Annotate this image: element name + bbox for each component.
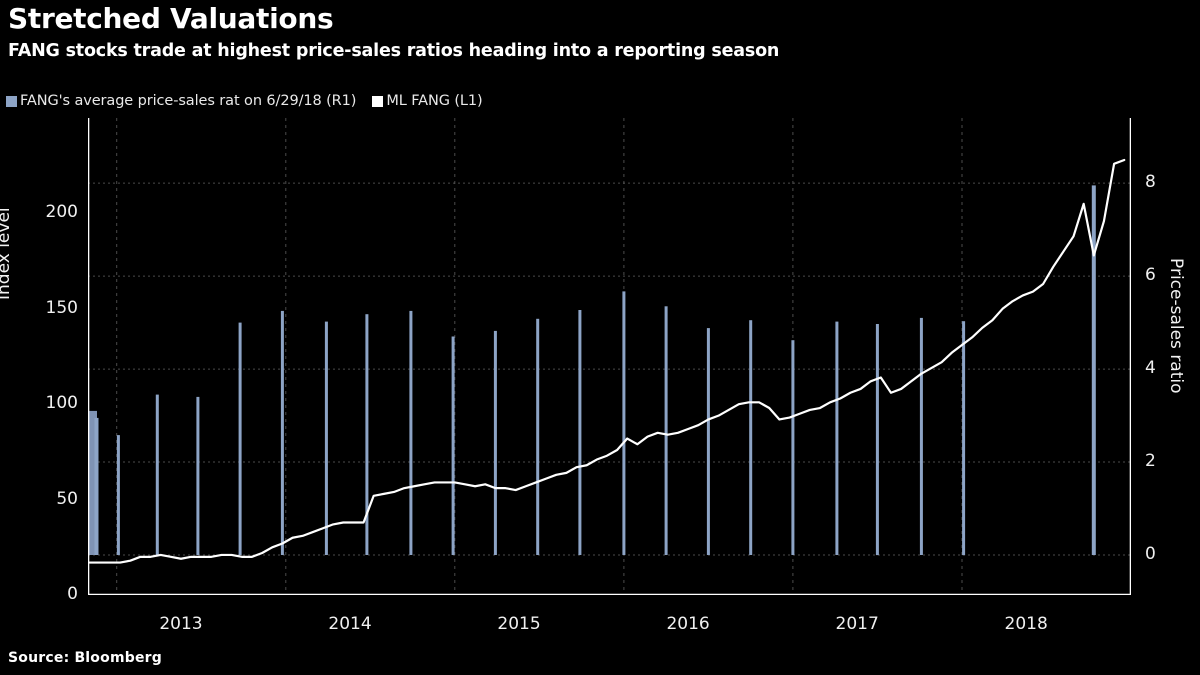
y-tick-label-right: 4 (1145, 358, 1156, 379)
plot-area (88, 118, 1131, 595)
bar-21 (919, 317, 923, 555)
bar-9 (409, 310, 413, 555)
y-tick-label-right: 2 (1145, 451, 1156, 472)
bar-1 (94, 417, 99, 555)
y-tick-label-right: 0 (1145, 544, 1156, 565)
bar-20 (875, 324, 879, 556)
y-tick-label-left: 50 (56, 488, 78, 509)
bar-11 (493, 330, 497, 555)
square-swatch (6, 95, 17, 107)
gridlines (88, 118, 1131, 595)
bar-6 (280, 310, 284, 555)
bar-3 (155, 394, 159, 555)
bar-7 (324, 321, 328, 555)
bar-2 (116, 435, 120, 555)
line-series-ml-fang (88, 158, 1126, 564)
square-swatch (372, 95, 384, 107)
bar-22 (962, 321, 966, 556)
x-tick-label: 2015 (497, 614, 541, 634)
bar-18 (791, 340, 795, 555)
legend-item-label: FANG's average price-sales rat on 6/29/1… (20, 93, 357, 109)
bar-8 (365, 314, 369, 555)
x-tick-label: 2017 (835, 614, 879, 634)
y-tick-label-right: 8 (1145, 172, 1156, 193)
legend-item-1[interactable]: ML FANG (L1) (372, 93, 483, 109)
y-tick-label-left: 0 (67, 584, 78, 604)
bar-13 (578, 310, 582, 555)
y-axis-left-title: Index level (0, 207, 14, 300)
x-tick-label: 2014 (328, 614, 372, 634)
page-subtitle: FANG stocks trade at highest price-sales… (8, 41, 780, 61)
page-title: Stretched Valuations (8, 2, 334, 35)
source-note: Source: Bloomberg (8, 650, 162, 666)
bar-series (88, 185, 1096, 556)
chart-legend: FANG's average price-sales rat on 6/29/1… (6, 91, 499, 111)
bar-23 (1091, 185, 1096, 555)
legend-item-0[interactable]: FANG's average price-sales rat on 6/29/1… (6, 93, 356, 109)
bar-10 (451, 336, 455, 555)
bar-14 (622, 291, 626, 555)
bar-12 (536, 318, 540, 555)
y-tick-label-left: 100 (45, 393, 78, 414)
bar-4 (196, 396, 200, 555)
legend-item-label: ML FANG (L1) (386, 93, 483, 109)
bar-5 (238, 322, 242, 556)
x-tick-label: 2018 (1004, 614, 1048, 634)
y-tick-label-left: 200 (45, 202, 78, 223)
x-tick-label: 2013 (159, 614, 203, 634)
y-tick-label-left: 150 (45, 297, 78, 318)
bar-15 (664, 306, 668, 555)
bar-17 (749, 320, 753, 555)
bar-19 (835, 321, 839, 555)
x-tick-label: 2016 (666, 614, 710, 634)
bar-16 (706, 328, 710, 555)
axis-ticks (88, 137, 1131, 595)
chart-svg (88, 118, 1131, 595)
y-tick-label-right: 6 (1145, 265, 1156, 286)
bar-0 (88, 410, 97, 555)
